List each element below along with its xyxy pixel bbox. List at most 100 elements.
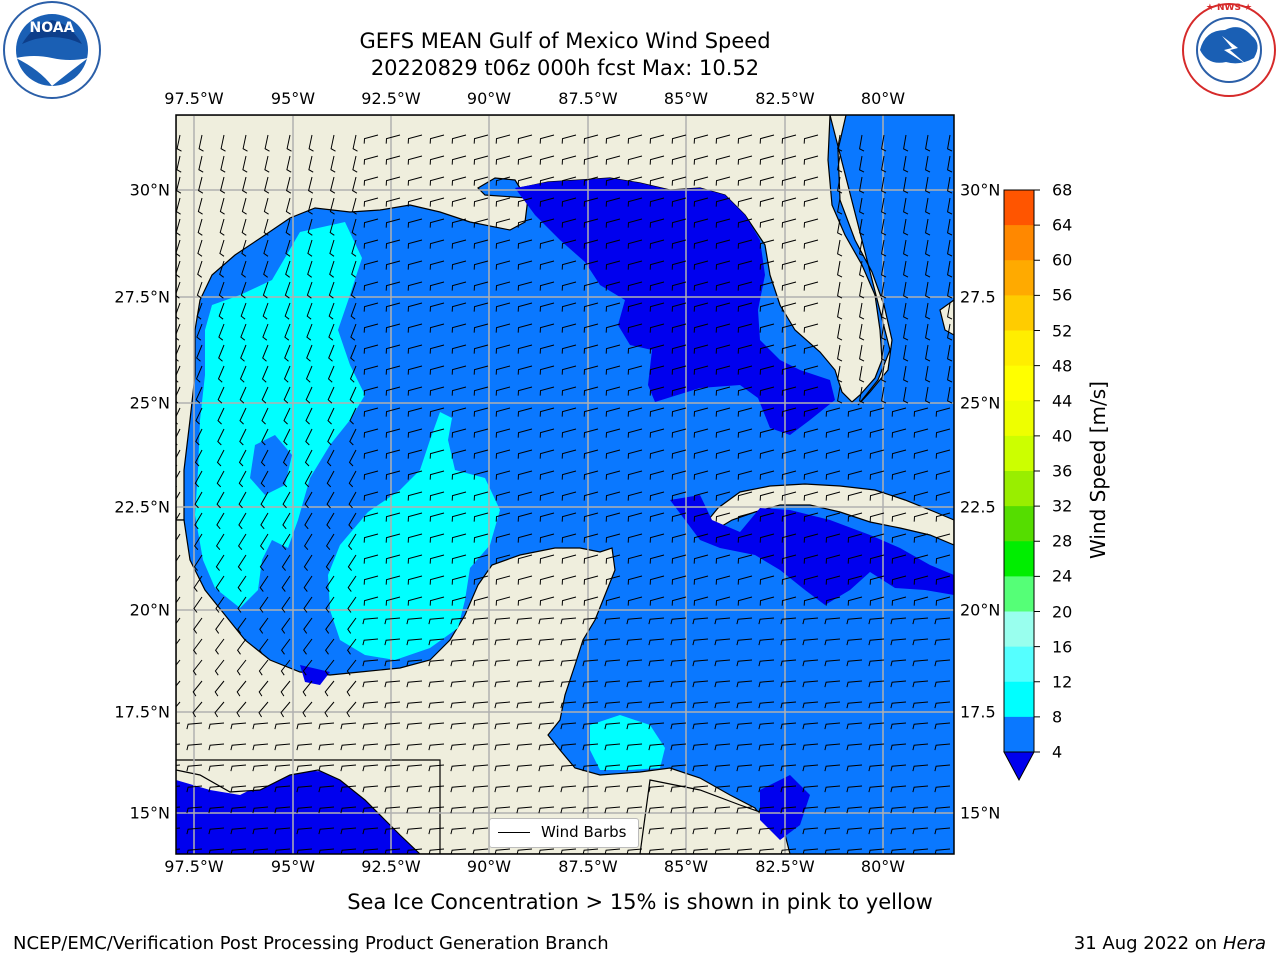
wind-barb [385, 407, 401, 417]
wind-barb [715, 449, 731, 459]
wind-barb [780, 701, 797, 709]
wind-barb [560, 638, 577, 646]
wind-barb [451, 596, 467, 606]
wind-barb [649, 491, 665, 501]
wind-barb [517, 176, 533, 186]
colorbar-tick-label: 60 [1052, 250, 1073, 270]
wind-barb [261, 428, 269, 446]
lon-tick-top: 92.5°W [361, 89, 421, 108]
wind-barb [803, 344, 819, 354]
wind-barb [193, 617, 203, 634]
wind-barb [236, 659, 247, 676]
wind-barb [286, 176, 292, 194]
wind-barb [803, 218, 819, 228]
wind-barb [539, 449, 555, 459]
wind-barb [627, 449, 643, 459]
wind-barb [671, 155, 687, 165]
wind-barb [736, 680, 753, 688]
wind-barb [714, 722, 731, 730]
wind-barb [495, 407, 511, 417]
wind-barb [296, 827, 313, 835]
wind-barb [758, 827, 775, 835]
wind-barb [847, 554, 863, 564]
wind-barb [692, 764, 709, 772]
wind-8-12-west [195, 222, 365, 608]
wind-barb [538, 701, 555, 709]
wind-barb [802, 743, 819, 751]
wind-barb [583, 260, 599, 270]
wind-barb [385, 512, 401, 522]
wind-barb [582, 638, 599, 646]
wind-barb [176, 659, 181, 666]
wind-barb [913, 596, 929, 606]
wind-barb [406, 617, 423, 625]
wind-barb [859, 323, 865, 341]
wind-barb [385, 554, 401, 564]
wind-barb [216, 449, 225, 467]
wind-barb [363, 575, 379, 585]
wind-barb [847, 491, 863, 501]
wind-barb [350, 323, 357, 341]
wind-barb [407, 197, 423, 207]
lat-tick-left: 20°N [129, 600, 170, 620]
wind-barb [284, 281, 291, 299]
wind-barb [912, 680, 929, 688]
wind-barb [803, 281, 819, 291]
wind-barb [196, 344, 203, 362]
wind-barb [539, 533, 555, 543]
wind-barb [837, 302, 843, 320]
wind-barb [296, 764, 313, 772]
wind-barb [649, 449, 665, 459]
wind-barb [934, 680, 951, 688]
wind-barb [781, 512, 797, 522]
footer-date-text: 31 Aug 2022 on [1073, 933, 1218, 954]
wind-barb [583, 218, 599, 228]
wind-barb [494, 785, 511, 793]
wind-barb [429, 449, 445, 459]
wind-barb [934, 743, 951, 751]
wind-barb [194, 449, 203, 467]
wind-barb [671, 491, 687, 501]
wind-barb [385, 344, 401, 354]
wind-barb [264, 155, 270, 173]
wind-barb [260, 470, 269, 488]
wind-barb [351, 260, 357, 278]
wind-barb [560, 701, 577, 709]
wind-barb [648, 680, 665, 688]
wind-barb [671, 365, 687, 375]
wind-barb [362, 827, 379, 835]
wind-barb [407, 365, 423, 375]
wind-barb [715, 533, 731, 543]
wind-barb [890, 638, 907, 646]
wind-barb [539, 470, 555, 480]
wind-barb [627, 323, 643, 333]
wind-barb [758, 638, 775, 646]
wind-barb [715, 155, 731, 165]
wind-barb [385, 470, 401, 480]
wind-barb [495, 176, 511, 186]
wind-barb [473, 323, 489, 333]
wind-barb [258, 701, 269, 718]
wind-barb [670, 827, 687, 835]
wind-barb [714, 680, 731, 688]
wind-barb [649, 365, 665, 375]
wind-barb [605, 512, 621, 522]
wind-barb [538, 743, 555, 751]
wind-barb [472, 701, 489, 709]
wind-barb [494, 617, 511, 625]
wind-barb [803, 491, 819, 501]
wind-barb [891, 575, 907, 585]
wind-barb [803, 596, 819, 606]
wind-barb [352, 176, 358, 194]
wind-barb [903, 197, 909, 215]
wind-barb [217, 365, 225, 383]
wind-barb [215, 617, 225, 634]
wind-barb [429, 281, 445, 291]
wind-barb [736, 617, 753, 625]
wind-barb [671, 512, 687, 522]
wind-barb [240, 344, 247, 362]
wind-barb [325, 596, 335, 613]
wind-barb [325, 533, 335, 551]
wind-barb [692, 701, 709, 709]
wind-barb [803, 470, 819, 480]
